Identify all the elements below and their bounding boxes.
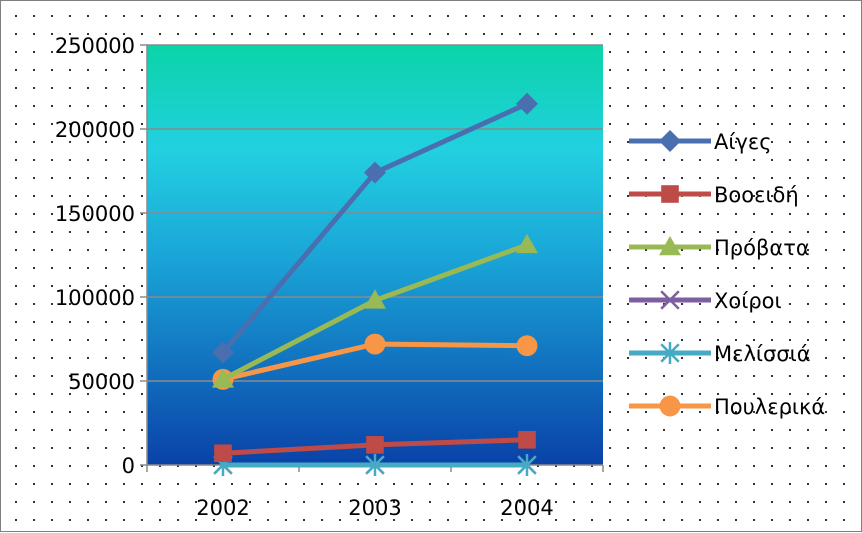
series-1 bbox=[212, 92, 538, 364]
legend: Αίγες Βοοειδή Πρόβατα Χοίροι Μελίσσιά Πουλερι… bbox=[629, 130, 825, 419]
legend-label: Αίγες bbox=[714, 130, 772, 154]
legend-label: Πουλερικά bbox=[714, 395, 825, 419]
plot-area bbox=[147, 45, 603, 465]
y-tick-label: 250000 bbox=[55, 34, 135, 58]
data-point bbox=[212, 341, 234, 364]
data-point bbox=[516, 233, 538, 254]
series-5 bbox=[213, 454, 537, 476]
data-point bbox=[366, 436, 384, 454]
legend-marker bbox=[659, 236, 681, 256]
data-point bbox=[364, 289, 386, 309]
series-2 bbox=[214, 431, 536, 463]
data-point bbox=[365, 454, 385, 476]
legend-item: Χοίροι bbox=[629, 289, 782, 313]
data-point bbox=[364, 333, 386, 355]
legend-marker bbox=[659, 395, 681, 417]
legend-item: Πουλερικά bbox=[629, 395, 825, 419]
x-tick-label: 2002 bbox=[196, 496, 249, 520]
data-point bbox=[214, 444, 232, 463]
y-tick-label: 0 bbox=[122, 454, 135, 478]
y-tick-label: 50000 bbox=[68, 370, 135, 394]
data-point bbox=[517, 454, 537, 476]
x-tick-label: 2004 bbox=[500, 496, 553, 520]
legend-label: Βοοειδή bbox=[714, 183, 799, 207]
data-point bbox=[212, 368, 234, 388]
y-tick-label: 100000 bbox=[55, 286, 135, 310]
data-point bbox=[364, 161, 386, 184]
data-point bbox=[518, 431, 536, 449]
series-lines bbox=[212, 92, 538, 476]
legend-item: Πρόβατα bbox=[629, 236, 810, 260]
data-point bbox=[516, 335, 538, 357]
legend-item: Μελίσσιά bbox=[629, 342, 811, 366]
legend-marker bbox=[660, 290, 680, 310]
legend-marker bbox=[660, 342, 680, 364]
legend-label: Πρόβατα bbox=[714, 236, 810, 260]
legend-item: Βοοειδή bbox=[629, 183, 799, 207]
gridlines bbox=[147, 44, 603, 382]
legend-label: Μελίσσιά bbox=[714, 342, 811, 366]
legend-label: Χοίροι bbox=[714, 289, 782, 313]
data-point bbox=[516, 92, 538, 115]
legend-item: Αίγες bbox=[629, 130, 772, 154]
x-tick-label: 2003 bbox=[348, 496, 401, 520]
legend-marker bbox=[661, 185, 679, 203]
legend-marker bbox=[659, 130, 681, 152]
y-tick-label: 200000 bbox=[55, 118, 135, 142]
y-tick-label: 150000 bbox=[55, 202, 135, 226]
series-3 bbox=[212, 233, 538, 388]
